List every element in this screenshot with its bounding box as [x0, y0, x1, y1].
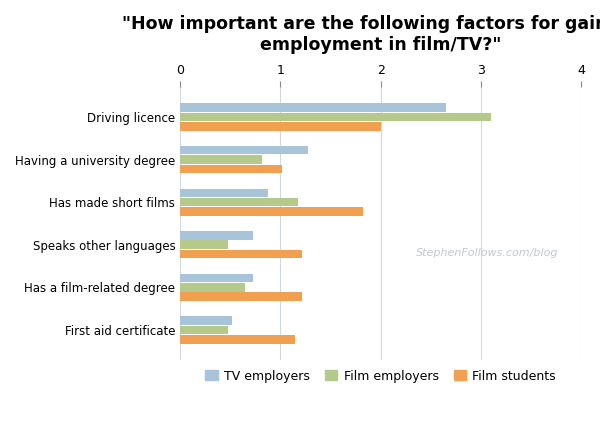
Bar [180, 188, 268, 197]
Text: StephenFollows.com/blog: StephenFollows.com/blog [416, 248, 558, 258]
Bar [180, 326, 228, 334]
Bar [180, 207, 362, 216]
Bar [180, 241, 228, 249]
Bar [180, 122, 380, 131]
Legend: TV employers, Film employers, Film students: TV employers, Film employers, Film stude… [202, 366, 560, 386]
Bar [180, 146, 308, 154]
Bar [180, 165, 283, 173]
Bar [180, 250, 302, 258]
Bar [180, 103, 446, 112]
Bar [180, 335, 295, 344]
Bar [180, 316, 232, 325]
Bar [180, 283, 245, 292]
Bar [180, 113, 491, 121]
Bar [180, 198, 298, 206]
Bar [180, 155, 262, 164]
Bar [180, 231, 253, 240]
Bar [180, 293, 302, 301]
Bar [180, 274, 253, 282]
Title: "How important are the following factors for gaining
employment in film/TV?": "How important are the following factors… [122, 15, 600, 54]
